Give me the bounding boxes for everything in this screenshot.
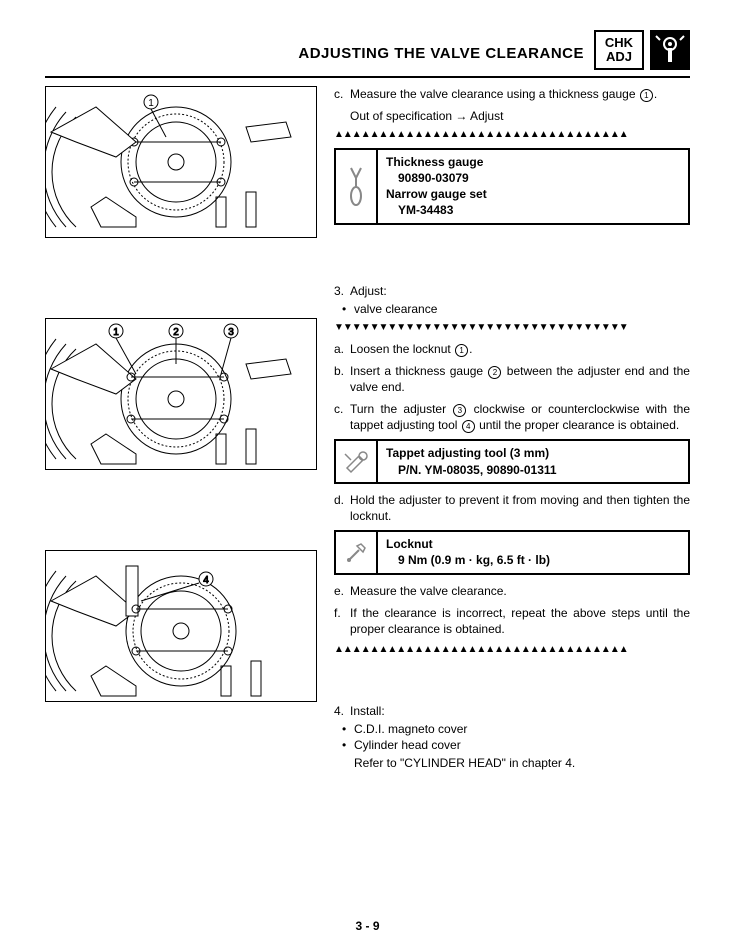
figure-1: 1	[45, 86, 317, 238]
tool-box-1-text: Thickness gauge 90890-03079 Narrow gauge…	[378, 150, 688, 223]
tool2-line1: Tappet adjusting tool (3 mm)	[386, 445, 680, 461]
figure-2: 1 2 3	[45, 318, 317, 470]
step-4: 4. Install:	[334, 703, 690, 719]
tool-box-3-text: Locknut 9 Nm (0.9 m · kg, 6.5 ft · lb)	[378, 532, 688, 572]
sub-c: c. Turn the adjuster 3 clockwise or coun…	[334, 401, 690, 433]
circled-3: 3	[453, 404, 466, 417]
sub-f: f. If the clearance is incorrect, repeat…	[334, 605, 690, 637]
svg-text:1: 1	[148, 98, 154, 109]
wrench-icon-box	[650, 30, 690, 70]
triangle-row-up-2: ▲▲▲▲▲▲▲▲▲▲▲▲▲▲▲▲▲▲▲▲▲▲▲▲▲▲▲▲▲▲▲▲▲	[334, 643, 690, 657]
adj-label: ADJ	[606, 50, 632, 64]
fork-icon	[336, 150, 378, 223]
step-c-label: c.	[334, 86, 350, 102]
tool1-line2: Narrow gauge set	[386, 186, 680, 202]
tool1-line1: Thickness gauge	[386, 154, 680, 170]
text-column: c. Measure the valve clearance using a t…	[334, 86, 690, 771]
step-4-bullet-2: • Cylinder head cover	[342, 737, 690, 753]
step-4-num: 4.	[334, 703, 350, 719]
svg-text:2: 2	[173, 327, 179, 338]
circled-2: 2	[488, 366, 501, 379]
step-c-text: Measure the valve clearance using a thic…	[350, 86, 690, 102]
sub-d: d. Hold the adjuster to prevent it from …	[334, 492, 690, 524]
tool-box-locknut: Locknut 9 Nm (0.9 m · kg, 6.5 ft · lb)	[334, 530, 690, 574]
tool-box-thickness-gauge: Thickness gauge 90890-03079 Narrow gauge…	[334, 148, 690, 225]
figure-3: 4	[45, 550, 317, 702]
step-4-refer: Refer to "CYLINDER HEAD" in chapter 4.	[354, 755, 690, 771]
chk-adj-box: CHK ADJ	[594, 30, 644, 70]
step-4-title: Install:	[350, 703, 385, 719]
tool3-sub1: 9 Nm (0.9 m · kg, 6.5 ft · lb)	[398, 552, 680, 568]
chk-label: CHK	[605, 36, 633, 50]
step-c: c. Measure the valve clearance using a t…	[334, 86, 690, 102]
step-c-line2: Out of specification → Adjust	[350, 108, 690, 124]
svg-text:1: 1	[113, 327, 119, 338]
page-number: 3 - 9	[0, 919, 735, 933]
step-4-bullet-1: • C.D.I. magneto cover	[342, 721, 690, 737]
tool3-line1: Locknut	[386, 536, 680, 552]
svg-text:3: 3	[228, 327, 234, 338]
step-3-bullet-text: valve clearance	[354, 301, 437, 317]
header-rule	[45, 76, 690, 78]
tool1-sub1: 90890-03079	[398, 170, 680, 186]
step-3: 3. Adjust:	[334, 283, 690, 299]
step-3-bullet: • valve clearance	[342, 301, 690, 317]
svg-text:4: 4	[203, 575, 209, 586]
header: ADJUSTING THE VALVE CLEARANCE CHK ADJ	[45, 30, 690, 70]
sub-b: b. Insert a thickness gauge 2 between th…	[334, 363, 690, 395]
triangle-row-down: ▼▼▼▼▼▼▼▼▼▼▼▼▼▼▼▼▼▼▼▼▼▼▼▼▼▼▼▼▼▼▼▼▼	[334, 321, 690, 335]
sub-a: a. Loosen the locknut 1.	[334, 341, 690, 357]
page-title: ADJUSTING THE VALVE CLEARANCE	[298, 45, 584, 70]
tool-icon-tappet	[336, 441, 378, 481]
sub-e: e. Measure the valve clearance.	[334, 583, 690, 599]
step-3-title: Adjust:	[350, 283, 387, 299]
torque-icon	[336, 532, 378, 572]
figures-column: 1	[45, 86, 320, 771]
step-3-num: 3.	[334, 283, 350, 299]
tool-box-2-text: Tappet adjusting tool (3 mm) P/N. YM-080…	[378, 441, 688, 481]
tool1-sub2: YM-34483	[398, 202, 680, 218]
circled-1b: 1	[455, 344, 468, 357]
circled-4: 4	[462, 420, 475, 433]
tool2-sub1: P/N. YM-08035, 90890-01311	[398, 462, 680, 478]
tool-box-tappet: Tappet adjusting tool (3 mm) P/N. YM-080…	[334, 439, 690, 483]
wrench-icon	[652, 32, 688, 68]
circled-1: 1	[640, 89, 653, 102]
triangle-row-up-1: ▲▲▲▲▲▲▲▲▲▲▲▲▲▲▲▲▲▲▲▲▲▲▲▲▲▲▲▲▲▲▲▲▲	[334, 128, 690, 142]
